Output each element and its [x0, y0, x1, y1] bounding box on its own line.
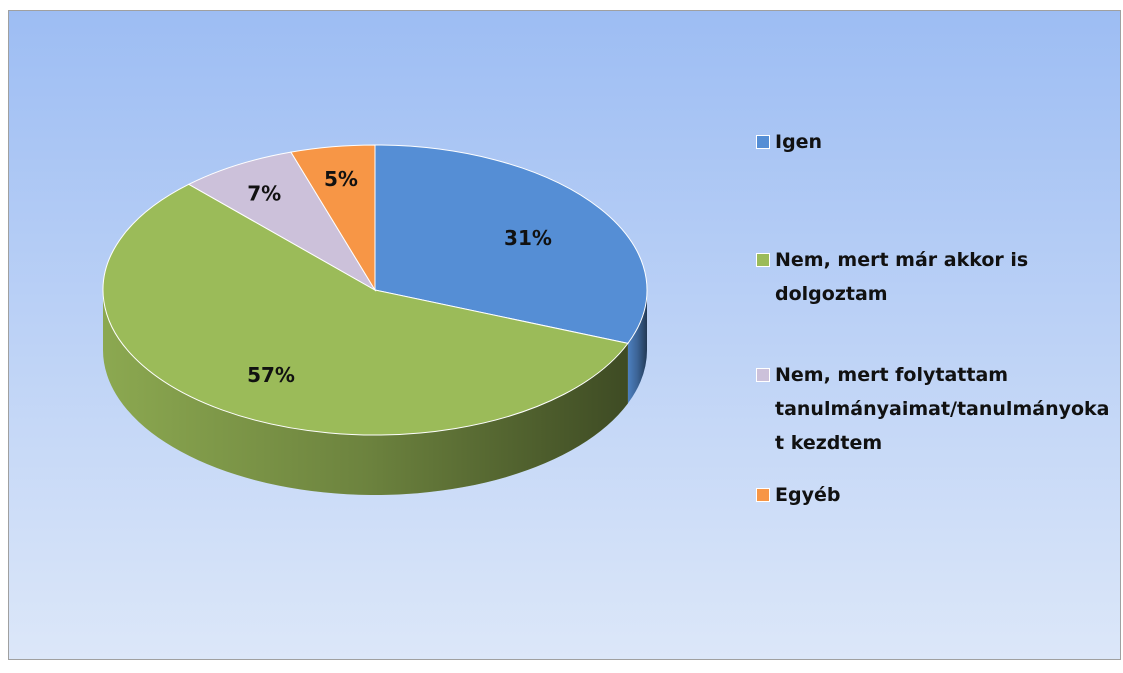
legend-item: Igen	[756, 125, 1111, 159]
pie-side-shade	[103, 290, 628, 496]
pie-slice	[374, 144, 648, 344]
legend-swatch	[756, 253, 770, 267]
pie-slice	[187, 151, 377, 292]
data-label: 7%	[247, 182, 281, 206]
legend-swatch	[756, 135, 770, 149]
data-label: 57%	[247, 363, 295, 387]
data-label: 31%	[504, 226, 552, 250]
legend-item: Nem, mert már akkor is dolgoztam	[756, 243, 1111, 311]
legend-item: Egyéb	[756, 478, 1111, 512]
legend-label: Igen	[775, 131, 823, 153]
legend-label: Nem, mert már akkor is dolgoztam	[775, 249, 1029, 305]
pie-slice	[290, 144, 376, 292]
legend-swatch	[756, 368, 770, 382]
data-label: 5%	[324, 167, 358, 191]
legend-swatch	[756, 488, 770, 502]
legend-label: Egyéb	[775, 484, 841, 506]
legend-label: Nem, mert folytattam tanulmányaimat/tanu…	[775, 364, 1110, 454]
legend-item: Nem, mert folytattam tanulmányaimat/tanu…	[756, 358, 1111, 460]
pie-slice	[102, 183, 629, 436]
